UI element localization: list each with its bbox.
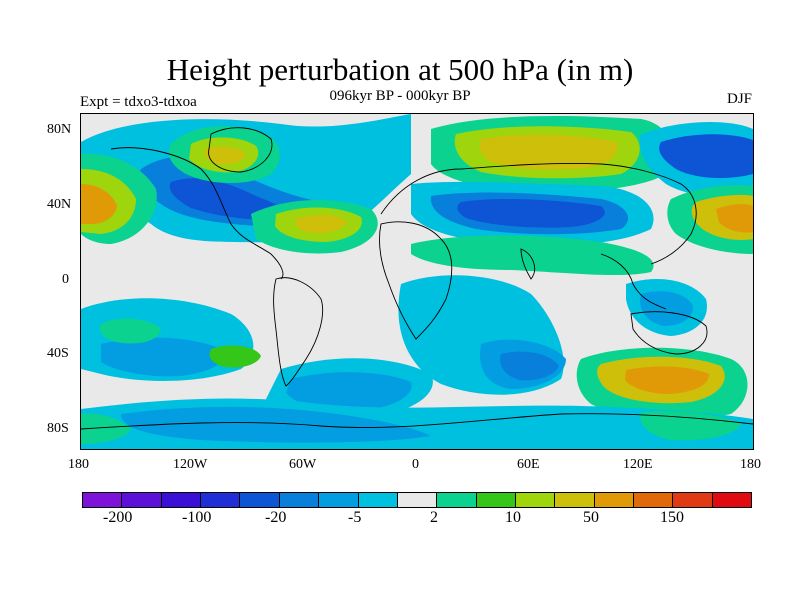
- colorbar-label: -200: [103, 509, 133, 526]
- colorbar-segment: [673, 493, 713, 507]
- coast-se-asia: [600, 253, 667, 310]
- x-tick-label: 180: [740, 457, 761, 472]
- colorbar-segment: [397, 493, 438, 507]
- colorbar-segment: [319, 493, 359, 507]
- colorbar-label: -20: [265, 509, 287, 526]
- contour-pos-atlantic-g: [295, 214, 347, 234]
- coast-antarctica: [81, 413, 753, 430]
- chart-subtitle: 096kyr BP - 000kyr BP: [329, 88, 471, 104]
- colorbar-segment: [555, 493, 595, 507]
- colorbar-segment: [437, 493, 477, 507]
- coast-north-america: [110, 147, 284, 280]
- x-tick-label: 120W: [173, 457, 208, 472]
- y-tick-label: 80S: [47, 421, 69, 436]
- contour-pos-eurasia-g: [479, 134, 618, 170]
- colorbar-segment: [358, 493, 398, 507]
- colorbar-segment: [476, 493, 516, 507]
- x-tick-label: 0: [412, 457, 419, 472]
- colorbar-segment: [515, 493, 556, 507]
- contour-neg-nh-west-core: [169, 178, 290, 220]
- colorbar-segment: [240, 493, 280, 507]
- coast-europe-asia: [380, 163, 697, 265]
- colorbar-segment: [634, 493, 674, 507]
- contour-neg-sh-aus-mid: [640, 291, 693, 326]
- contour-pos-tropics: [411, 235, 654, 276]
- y-tick-label: 0: [62, 272, 69, 287]
- colorbar-segment: [594, 493, 635, 507]
- contour-neg-sh-ind-dark: [500, 351, 559, 381]
- x-tick-label: 60E: [517, 457, 540, 472]
- contour-map: [81, 114, 753, 449]
- colorbar-label: 10: [505, 509, 521, 526]
- colorbar-segment: [279, 493, 320, 507]
- y-tick-label: 40S: [47, 346, 69, 361]
- chart-title: Height perturbation at 500 hPa (in m): [166, 52, 634, 87]
- x-tick-label: 120E: [623, 457, 653, 472]
- season-label: DJF: [726, 91, 752, 107]
- colorbar-label: -100: [182, 509, 212, 526]
- contour-pos-pacific-right-o: [716, 204, 753, 233]
- y-tick-label: 80N: [47, 122, 72, 137]
- experiment-label: Expt = tdxo3-tdxoa: [80, 94, 197, 110]
- contour-neg-sh-atl-mid: [286, 372, 412, 412]
- colorbar-label: 2: [430, 509, 438, 526]
- colorbar-label: 150: [660, 509, 684, 526]
- coast-south-america: [273, 277, 324, 387]
- colorbar-segment: [83, 493, 123, 507]
- y-tick-label: 40N: [47, 197, 72, 212]
- colorbar-segment: [712, 493, 752, 507]
- coast-australia: [630, 311, 708, 355]
- contour-pos-antarctic-patch2: [640, 411, 741, 441]
- coast-india: [520, 248, 535, 280]
- contour-pos-greenland-core: [205, 146, 246, 165]
- coast-greenland: [208, 127, 273, 173]
- contour-pos-sh-aus-o: [625, 366, 709, 394]
- contour-pos-antarctic-patch: [81, 413, 131, 444]
- contour-neg-eurasia-core: [457, 199, 605, 228]
- colorbar-segment: [161, 493, 202, 507]
- contour-pos-sh-pac-dot2: [209, 345, 261, 368]
- map-panel: [80, 113, 754, 450]
- contour-neg-npac-dark: [659, 134, 753, 179]
- colorbar-label: 50: [583, 509, 599, 526]
- coastlines: [81, 127, 753, 430]
- contour-pos-sh-pac-dot: [99, 318, 161, 344]
- colorbar-segment: [122, 493, 162, 507]
- contour-neg-antarctic-dark: [121, 406, 431, 443]
- coast-africa: [378, 221, 453, 340]
- x-tick-label: 60W: [289, 457, 317, 472]
- colorbar-segment: [201, 493, 241, 507]
- colorbar: [82, 492, 752, 508]
- contour-pos-pacific-left-o: [81, 184, 117, 224]
- contour-neg-sh-pac-mid: [101, 337, 224, 377]
- x-tick-label: 180: [68, 457, 89, 472]
- colorbar-label: -5: [348, 509, 362, 526]
